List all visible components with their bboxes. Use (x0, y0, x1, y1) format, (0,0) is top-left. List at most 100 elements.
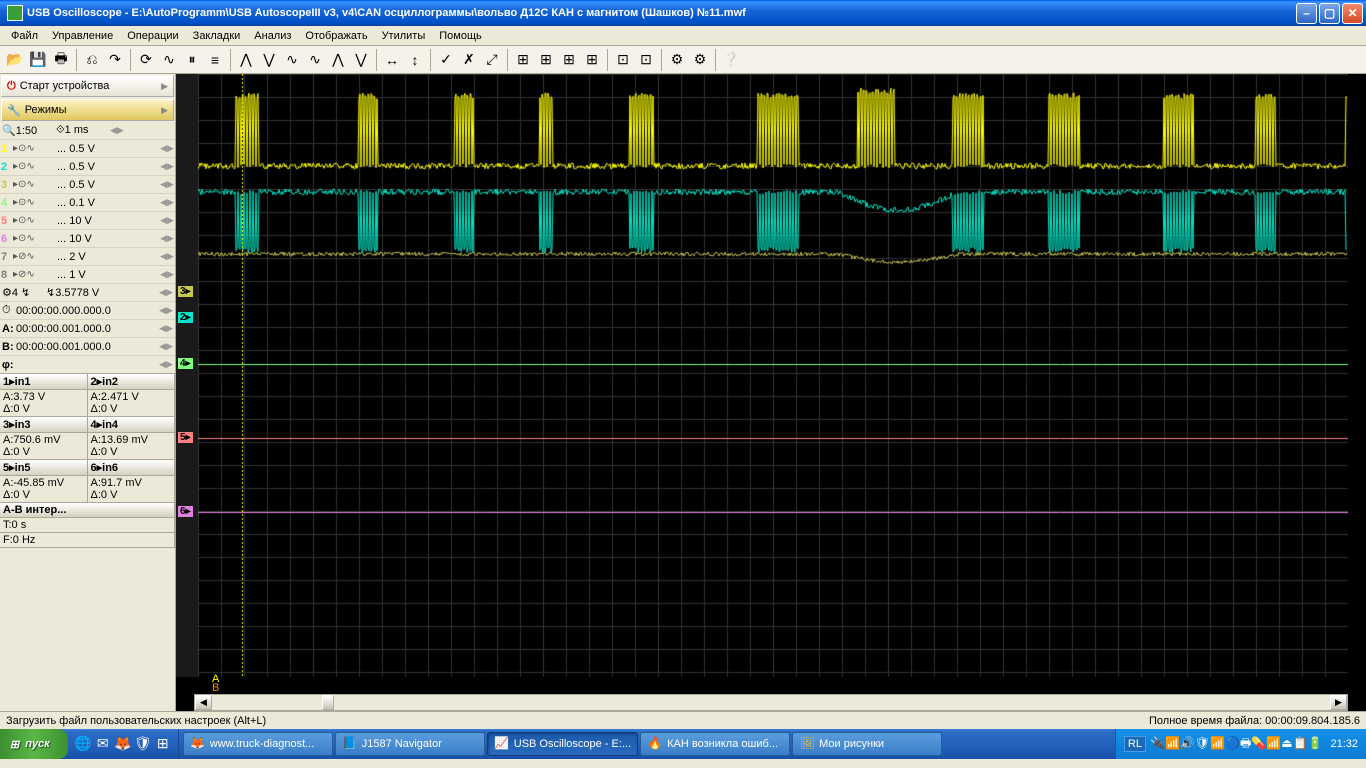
toolbar-button[interactable]: 🖶 (50, 49, 72, 71)
channel-row-2[interactable]: 2▸⊙∿... 0.5 V◀▶ (0, 158, 175, 176)
measurement-header[interactable]: 1▸in1 (0, 373, 88, 390)
tray-icon[interactable]: 🔋 (1308, 736, 1323, 750)
tray-icon[interactable]: 🔊 (1180, 736, 1195, 750)
clock[interactable]: 21:32 (1330, 738, 1358, 750)
toolbar-button[interactable]: ∿ (304, 49, 326, 71)
menu-Анализ[interactable]: Анализ (247, 28, 298, 44)
toolbar-button[interactable]: ⎌ (81, 49, 103, 71)
toolbar-button[interactable]: ∿ (281, 49, 303, 71)
toolbar-button[interactable]: 💾 (27, 49, 49, 71)
channel-marker[interactable]: 3▸ (178, 286, 193, 297)
start-device-button[interactable]: ⏻ Старт устройства ▶ (1, 75, 174, 97)
time-position-row[interactable]: ⏱ 00:00:00.000.000.0 ◀▶ (0, 302, 175, 320)
measurement-header[interactable]: 5▸in5 (0, 459, 88, 476)
toolbar-button[interactable]: ✓ (435, 49, 457, 71)
trigger-row[interactable]: ⚙4 ↯ ↯3.5778 V ◀▶ (0, 284, 175, 302)
scroll-left-button[interactable]: ◀ (195, 695, 212, 710)
toolbar-button[interactable]: ⊡ (635, 49, 657, 71)
toolbar-button[interactable]: ❔ (720, 49, 742, 71)
measurement-header[interactable]: 4▸in4 (87, 416, 176, 433)
channel-row-4[interactable]: 4▸⊙∿... 0.1 V◀▶ (0, 194, 175, 212)
taskbar-task[interactable]: 🔥КАН возникла ошиб... (640, 732, 790, 756)
modes-button[interactable]: 🔧 Режимы ▶ (1, 99, 174, 121)
channel-row-7[interactable]: 7▸⊘∿... 2 V◀▶ (0, 248, 175, 266)
menu-Файл[interactable]: Файл (4, 28, 45, 44)
channel-row-3[interactable]: 3▸⊙∿... 0.5 V◀▶ (0, 176, 175, 194)
tray-icon[interactable]: 🔵 (1225, 736, 1240, 750)
channel-marker[interactable]: 5▸ (178, 432, 193, 443)
toolbar-button[interactable]: ↔ (381, 49, 403, 71)
measurement-value: A:13.69 mVΔ:0 V (87, 432, 176, 460)
channel-marker[interactable]: 2▸ (178, 312, 193, 323)
tray-icon[interactable]: 📶 (1165, 736, 1180, 750)
tray-icon[interactable]: 🔌 (1150, 736, 1165, 750)
quicklaunch-icon[interactable]: 🛡 (134, 735, 152, 753)
tray-icon[interactable]: 📋 (1293, 736, 1308, 750)
toolbar-button[interactable]: ⋁ (350, 49, 372, 71)
menu-Помощь[interactable]: Помощь (432, 28, 489, 44)
toolbar-button[interactable]: ↕ (404, 49, 426, 71)
menu-Утилиты[interactable]: Утилиты (375, 28, 433, 44)
toolbar-button[interactable]: ∿ (158, 49, 180, 71)
horizontal-scrollbar[interactable]: ◀ ▶ (194, 694, 1348, 711)
tray-icon[interactable]: 📶 (1210, 736, 1225, 750)
zoom-row[interactable]: 🔍1:50 ⟐1 ms ◀▶ (0, 122, 175, 140)
menu-Отображать[interactable]: Отображать (298, 28, 374, 44)
measurement-header[interactable]: 3▸in3 (0, 416, 88, 433)
tray-icon[interactable]: 📶 (1266, 736, 1281, 750)
channel-row-1[interactable]: 1▸⊙∿... 0.5 V◀▶ (0, 140, 175, 158)
toolbar-button[interactable]: ⋀ (327, 49, 349, 71)
quicklaunch-icon[interactable]: 🦊 (114, 735, 132, 753)
tray-icon[interactable]: 🛡 (1195, 736, 1210, 750)
language-indicator[interactable]: RL (1124, 736, 1146, 752)
toolbar-button[interactable]: ⊡ (612, 49, 634, 71)
channel-marker[interactable]: 6▸ (178, 506, 193, 517)
toolbar: 📂💾🖶⎌↷⟳∿⏸≡⋀⋁∿∿⋀⋁↔↕✓✗⤢⊞⊞⊞⊞⊡⊡⚙⚙❔ (0, 46, 1366, 74)
channel-row-6[interactable]: 6▸⊙∿... 10 V◀▶ (0, 230, 175, 248)
taskbar-task[interactable]: 📘J1587 Navigator (335, 732, 485, 756)
quicklaunch-icon[interactable]: ✉ (94, 735, 112, 753)
cursor-a-row[interactable]: A: 00:00:00.001.000.0 ◀▶ (0, 320, 175, 338)
toolbar-button[interactable]: ≡ (204, 49, 226, 71)
taskbar-task[interactable]: 🖼Мои рисунки (792, 732, 942, 756)
quicklaunch-icon[interactable]: 🌐 (74, 735, 92, 753)
channel-marker[interactable]: 4▸ (178, 358, 193, 369)
channel-row-5[interactable]: 5▸⊙∿... 10 V◀▶ (0, 212, 175, 230)
toolbar-button[interactable]: ⚙ (666, 49, 688, 71)
toolbar-button[interactable]: ⊞ (512, 49, 534, 71)
ab-interval-header[interactable]: A-B интер... (0, 502, 175, 518)
measurement-header[interactable]: 6▸in6 (87, 459, 176, 476)
quicklaunch-icon[interactable]: ⊞ (154, 735, 172, 753)
minimize-button[interactable]: – (1296, 3, 1317, 24)
menu-Управление[interactable]: Управление (45, 28, 120, 44)
measurement-header[interactable]: 2▸in2 (87, 373, 176, 390)
cursor-b-row[interactable]: B: 00:00:00.001.000.0 ◀▶ (0, 338, 175, 356)
menu-Операции[interactable]: Операции (120, 28, 185, 44)
toolbar-button[interactable]: ⚙ (689, 49, 711, 71)
scroll-thumb[interactable] (322, 695, 334, 710)
toolbar-button[interactable]: ↷ (104, 49, 126, 71)
toolbar-button[interactable]: ⋁ (258, 49, 280, 71)
close-button[interactable]: ✕ (1342, 3, 1363, 24)
tray-icon[interactable]: ⏏ (1281, 736, 1292, 750)
menu-Закладки[interactable]: Закладки (186, 28, 248, 44)
toolbar-button[interactable]: 📂 (4, 49, 26, 71)
start-button[interactable]: ⊞ пуск (0, 729, 68, 759)
taskbar-task[interactable]: 🦊www.truck-diagnost... (183, 732, 333, 756)
tray-icon[interactable]: 🖶 (1240, 736, 1251, 750)
toolbar-button[interactable]: ⤢ (481, 49, 503, 71)
tray-icon[interactable]: 💊 (1251, 736, 1266, 750)
oscilloscope-plot[interactable]: 3▸2▸4▸5▸6▸ AB ◀ ▶ (176, 74, 1366, 711)
toolbar-button[interactable]: ⊞ (535, 49, 557, 71)
toolbar-button[interactable]: ✗ (458, 49, 480, 71)
maximize-button[interactable]: ▢ (1319, 3, 1340, 24)
toolbar-button[interactable]: ⊞ (558, 49, 580, 71)
scroll-right-button[interactable]: ▶ (1330, 695, 1347, 710)
channel-row-8[interactable]: 8▸⊘∿... 1 V◀▶ (0, 266, 175, 284)
toolbar-button[interactable]: ⋀ (235, 49, 257, 71)
phi-row[interactable]: φ: ◀▶ (0, 356, 175, 374)
toolbar-button[interactable]: ⏸ (181, 49, 203, 71)
toolbar-button[interactable]: ⟳ (135, 49, 157, 71)
toolbar-button[interactable]: ⊞ (581, 49, 603, 71)
taskbar-task[interactable]: 📈USB Oscilloscope - E:... (487, 732, 638, 756)
